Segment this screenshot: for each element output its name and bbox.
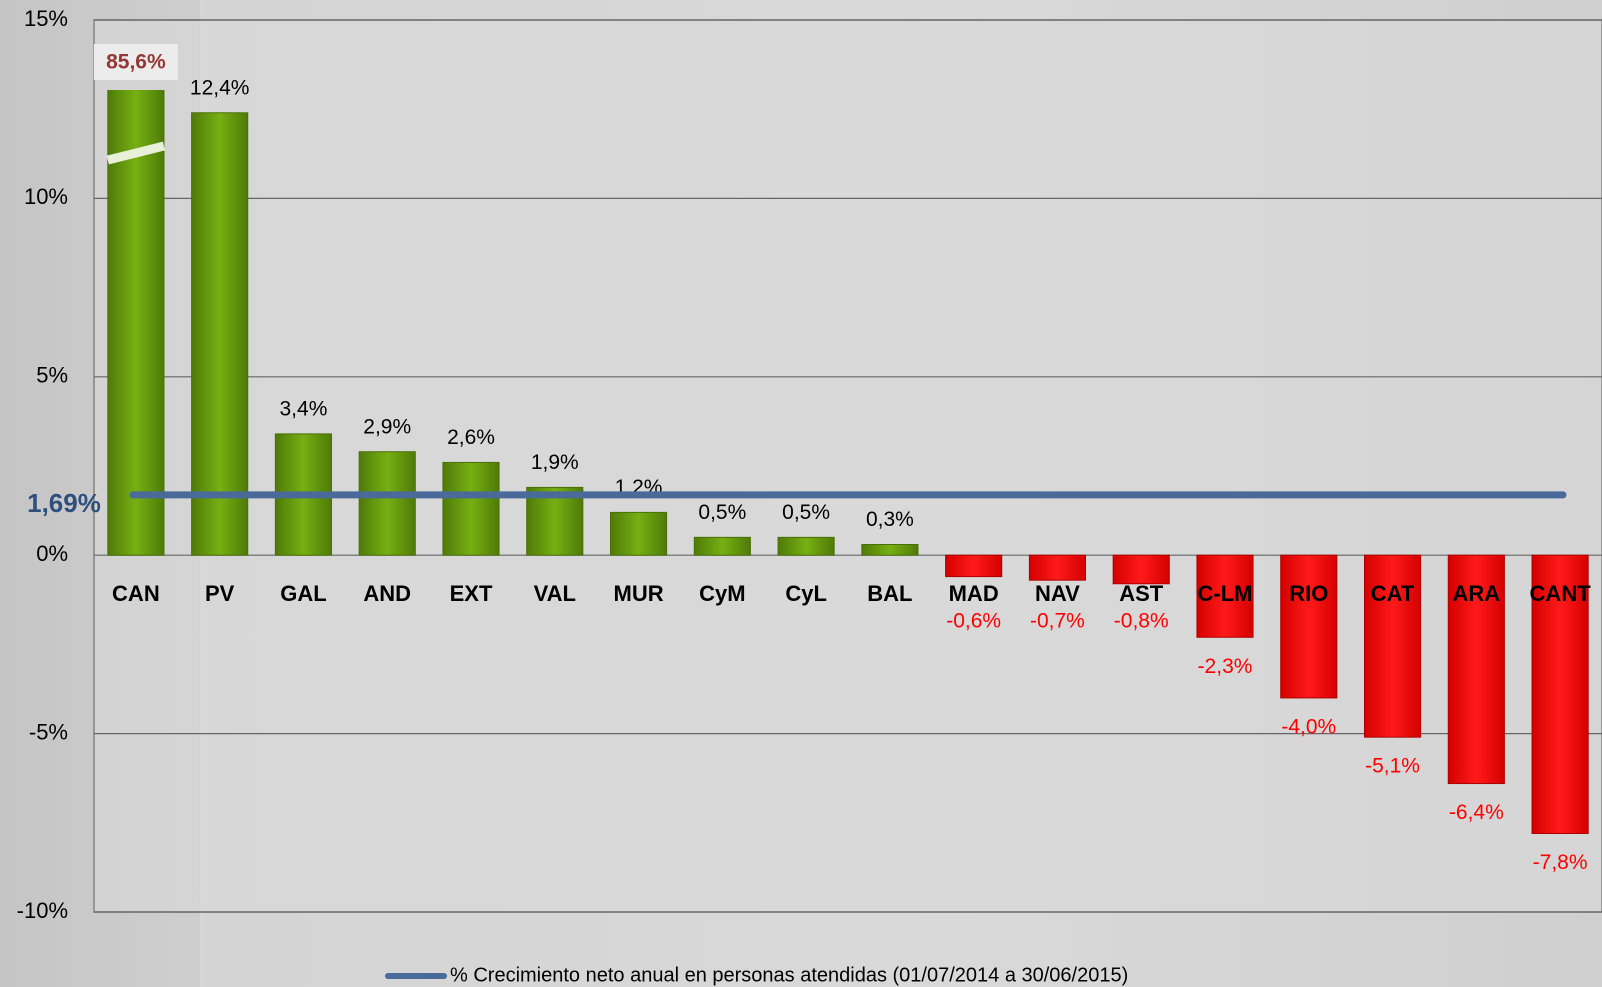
value-label: 3,4% xyxy=(280,397,328,420)
y-tick-label: 10% xyxy=(24,184,68,209)
bar xyxy=(442,461,500,556)
x-tick-label: BAL xyxy=(867,581,912,606)
value-label: -0,6% xyxy=(946,610,1001,633)
value-label: 0,5% xyxy=(782,501,830,524)
bar xyxy=(1531,554,1589,835)
bar xyxy=(1447,554,1505,785)
value-label: 12,4% xyxy=(190,76,250,99)
bar xyxy=(107,90,165,556)
x-tick-label: CyM xyxy=(699,581,745,606)
bar xyxy=(777,536,835,556)
bar xyxy=(945,554,1003,578)
y-tick-label: 15% xyxy=(24,6,68,31)
bar xyxy=(1028,554,1087,581)
x-tick-label: CANT xyxy=(1530,581,1592,606)
value-label: 1,9% xyxy=(531,451,579,474)
y-tick-label: 0% xyxy=(36,541,68,566)
value-label: -6,4% xyxy=(1449,801,1504,824)
bar xyxy=(1363,554,1422,738)
x-tick-label: ARA xyxy=(1452,581,1500,606)
value-label: -0,7% xyxy=(1030,610,1085,633)
y-tick-label: 5% xyxy=(36,363,68,388)
x-tick-label: AND xyxy=(363,581,411,606)
x-tick-label: AST xyxy=(1119,581,1164,606)
plot-area xyxy=(93,19,1602,913)
value-label: -5,1% xyxy=(1365,755,1420,778)
value-label: 2,9% xyxy=(363,415,411,438)
value-label: -7,8% xyxy=(1533,851,1588,874)
bar xyxy=(1112,554,1170,585)
x-tick-label: RIO xyxy=(1289,581,1328,606)
x-tick-label: NAV xyxy=(1035,581,1080,606)
bar xyxy=(358,451,416,556)
value-label: 0,5% xyxy=(698,501,746,524)
bar xyxy=(693,536,751,556)
bar xyxy=(526,486,584,556)
axis-break xyxy=(106,141,166,165)
value-label: -4,0% xyxy=(1281,715,1336,738)
reference-label: 1,69% xyxy=(27,488,101,518)
bar xyxy=(1280,554,1338,699)
x-tick-label: CyL xyxy=(785,581,827,606)
value-label: 85,6% xyxy=(106,51,166,74)
x-tick-label: EXT xyxy=(450,581,493,606)
value-label: 2,6% xyxy=(447,426,495,449)
bar xyxy=(861,543,919,556)
legend-label: % Crecimiento neto anual en personas ate… xyxy=(450,964,1128,986)
value-label: -2,3% xyxy=(1198,655,1253,678)
value-label-box xyxy=(93,44,178,80)
x-tick-label: C-LM xyxy=(1198,581,1253,606)
x-tick-label: VAL xyxy=(534,581,576,606)
x-tick-label: PV xyxy=(205,581,235,606)
x-tick-label: GAL xyxy=(280,581,326,606)
x-tick-label: CAN xyxy=(112,581,160,606)
x-tick-label: CAT xyxy=(1371,581,1415,606)
x-tick-label: MUR xyxy=(614,581,664,606)
y-tick-label: -10% xyxy=(17,898,68,923)
bar xyxy=(609,511,668,556)
x-tick-label: MAD xyxy=(949,581,999,606)
y-tick-label: -5% xyxy=(29,719,68,744)
bar xyxy=(1196,554,1254,638)
bar xyxy=(191,112,249,556)
value-label: -0,8% xyxy=(1114,610,1169,633)
value-label: 0,3% xyxy=(866,508,914,531)
